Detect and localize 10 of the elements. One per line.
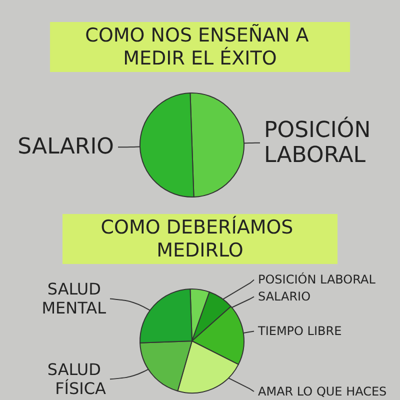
chart-title: COMO NOS ENSEÑAN A MEDIR EL ÉXITO — [85, 24, 315, 70]
slice-label: SALARIO — [258, 290, 311, 304]
slice-label: SALUD FÍSICA — [47, 360, 106, 398]
slice-label: SALARIO — [18, 134, 114, 160]
slice-label: SALUD MENTAL — [42, 280, 106, 318]
slice-label: POSICIÓN LABORAL — [264, 116, 378, 168]
chart-title: COMO DEBERÍAMOS MEDIRLO — [100, 216, 300, 262]
slice-label: POSICIÓN LABORAL — [258, 272, 376, 287]
slice-label: TIEMPO LIBRE — [257, 324, 342, 338]
slice-label: AMAR LO QUE HACES — [258, 384, 387, 398]
